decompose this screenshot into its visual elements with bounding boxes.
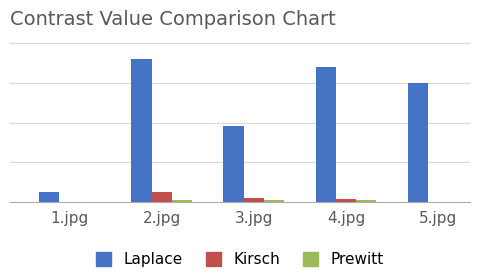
Text: Contrast Value Comparison Chart: Contrast Value Comparison Chart — [10, 10, 336, 29]
Legend: Laplace, Kirsch, Prewitt: Laplace, Kirsch, Prewitt — [90, 246, 390, 274]
Bar — [264, 200, 284, 202]
Bar — [172, 200, 192, 202]
Bar — [152, 192, 172, 202]
Bar — [244, 198, 264, 202]
Bar — [408, 83, 428, 202]
Bar — [39, 192, 60, 202]
Bar — [356, 200, 376, 202]
Bar — [315, 67, 336, 202]
Bar — [131, 59, 152, 202]
Bar — [223, 127, 244, 202]
Bar — [336, 199, 356, 202]
